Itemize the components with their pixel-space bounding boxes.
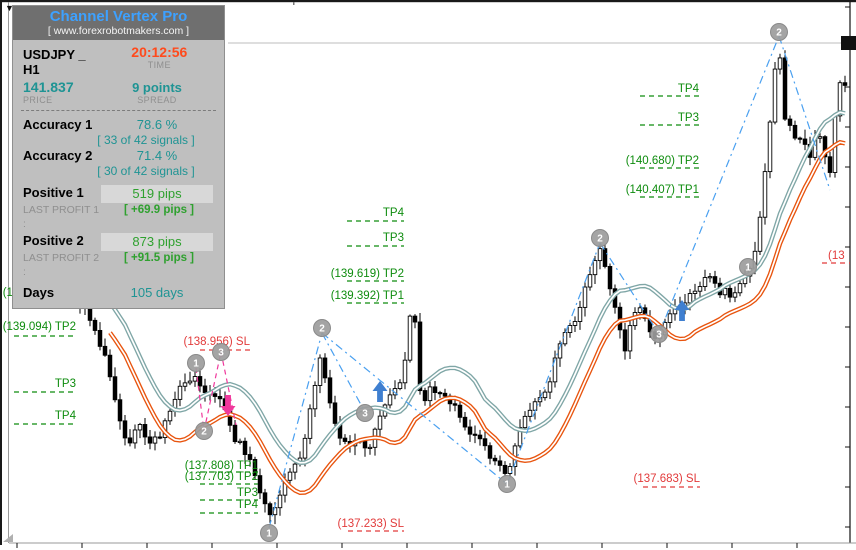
panel-body: USDJPY _ H1 20:12:56 TIME 141.837 PRICE … [13, 40, 224, 308]
svg-text:1: 1 [745, 263, 751, 274]
panel-url: [ www.forexrobotmakers.com ] [47, 25, 190, 37]
tp-label: TP3 [237, 487, 258, 499]
sl-label: (138.956) SL [184, 336, 251, 348]
days-value: 105 days [130, 285, 184, 300]
svg-text:1: 1 [266, 529, 272, 540]
tp-label: TP3 [678, 112, 699, 124]
accuracy1-detail: [ 33 of 42 signals ] [97, 133, 195, 147]
lastprofit2-label: LAST PROFIT 2 : [23, 252, 100, 278]
signal-marker [356, 404, 374, 422]
divider [21, 110, 216, 111]
svg-text:3: 3 [656, 330, 662, 341]
tp-label: TP4 [678, 83, 700, 95]
time-label: TIME [147, 60, 171, 70]
signal-marker [591, 229, 609, 247]
svg-text:2: 2 [319, 324, 325, 335]
signal-marker [313, 319, 331, 337]
spread-label: SPREAD [137, 95, 177, 105]
tp-label: (139.094) TP2 [3, 321, 76, 333]
indicator-panel: Channel Vertex Pro [ www.forexrobotmaker… [12, 5, 225, 309]
svg-text:2: 2 [776, 28, 782, 39]
accuracy2-label: Accuracy 2 [23, 148, 93, 163]
tp-label: (139.619) TP2 [331, 268, 404, 280]
signal-markers: 1 2 3 1 2 3 1 2 3 1 2 [187, 23, 788, 542]
server-time: 20:12:56 [131, 44, 188, 60]
spread-value: 9 points [132, 80, 182, 95]
buy-arrow-icon [372, 381, 388, 402]
current-price-tag [841, 36, 856, 50]
lastprofit1-label: LAST PROFIT 1 : [23, 204, 100, 230]
signal-marker [187, 354, 205, 372]
lastprofit1-value: [ +69.9 pips ] [124, 204, 195, 216]
tp-sl-labels: (139.430) TP1(139.094) TP2TP3TP4(138.956… [3, 83, 850, 532]
sl-label: (13 [828, 250, 845, 262]
svg-text:2: 2 [597, 234, 603, 245]
tp-label: TP3 [383, 232, 404, 244]
tp-label: (140.680) TP2 [626, 155, 699, 167]
tp-label: TP4 [55, 410, 77, 422]
svg-text:1: 1 [193, 359, 199, 370]
svg-text:1: 1 [504, 480, 510, 491]
tp-label: TP3 [55, 378, 76, 390]
panel-title: Channel Vertex Pro [49, 8, 188, 25]
signal-zigzag [195, 35, 831, 529]
positive2-value: 873 pips [101, 233, 213, 251]
positive1-value: 519 pips [101, 185, 213, 203]
collapse-caret-icon[interactable]: ▼ [5, 3, 14, 13]
price-label: PRICE [23, 95, 53, 105]
positive1-label: Positive 1 [23, 185, 84, 200]
sl-label: (137.683) SL [634, 473, 701, 485]
svg-text:3: 3 [362, 409, 368, 420]
svg-text:3: 3 [218, 348, 224, 359]
signal-marker [770, 23, 788, 41]
accuracy2-detail: [ 30 of 42 signals ] [97, 164, 195, 178]
buy-arrow-icon [674, 300, 690, 321]
tp-label: (137.703) TP2 [185, 471, 258, 483]
symbol-timeframe: USDJPY _ H1 [23, 47, 86, 77]
tp-label: (137.808) TP1 [185, 460, 258, 472]
signal-marker [650, 325, 668, 343]
days-label: Days [23, 285, 55, 300]
accuracy2-value: 71.4 % [136, 148, 178, 163]
sell-arrow-icon [220, 395, 236, 416]
tp-label: (140.407) TP1 [626, 184, 699, 196]
price-value: 141.837 [23, 79, 74, 95]
tp-label: TP4 [237, 499, 259, 511]
channel-lines [108, 109, 846, 496]
candles [57, 50, 848, 525]
tp-label: (139.392) TP1 [331, 290, 404, 302]
signal-marker [212, 343, 230, 361]
signal-marker [195, 422, 213, 440]
signal-marker [498, 475, 516, 493]
positive2-label: Positive 2 [23, 233, 84, 248]
svg-text:2: 2 [201, 427, 207, 438]
sl-label: (137.233) SL [338, 518, 405, 530]
panel-header: Channel Vertex Pro [ www.forexrobotmaker… [13, 6, 224, 40]
accuracy1-label: Accuracy 1 [23, 117, 93, 132]
resize-handle-icon [3, 534, 13, 542]
tp-label: TP4 [383, 207, 405, 219]
accuracy1-value: 78.6 % [136, 117, 178, 132]
lastprofit2-value: [ +91.5 pips ] [124, 252, 195, 264]
signal-marker [260, 524, 278, 542]
signal-arrows [220, 300, 690, 416]
signal-marker [739, 258, 757, 276]
